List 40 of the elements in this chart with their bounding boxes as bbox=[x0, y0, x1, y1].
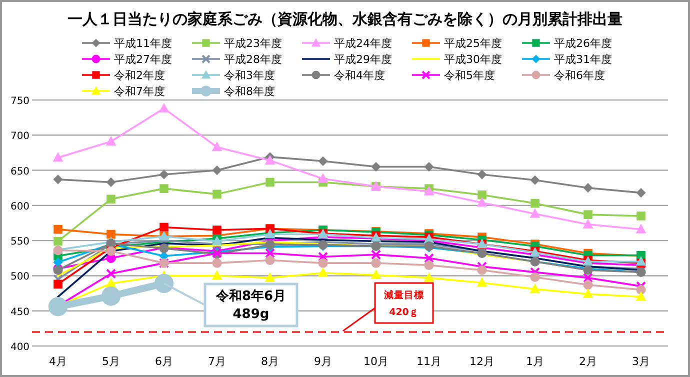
legend-label: 平成11年度 bbox=[114, 37, 172, 50]
x-tick-label: 6月 bbox=[155, 355, 173, 368]
x-tick-label: 5月 bbox=[102, 355, 120, 368]
x-tick-label: 1月 bbox=[526, 355, 544, 368]
x-tick-label: 8月 bbox=[261, 355, 279, 368]
legend-label: 令和5年度 bbox=[444, 69, 495, 82]
chart-title: 一人１日当たりの家庭系ごみ（資源化物、水銀含有ごみを除く）の月別累計排出量 bbox=[68, 10, 622, 28]
x-tick-label: 9月 bbox=[314, 355, 332, 368]
y-tick-label: 600 bbox=[10, 201, 30, 212]
legend-label: 平成27年度 bbox=[114, 53, 172, 66]
x-tick-label: 11月 bbox=[416, 355, 442, 368]
x-tick-label: 3月 bbox=[632, 355, 650, 368]
y-tick-label: 550 bbox=[10, 236, 30, 248]
legend-label: 令和7年度 bbox=[114, 85, 165, 98]
ref-line-label: 減量目標 420ｇ bbox=[383, 289, 424, 318]
legend-label: 令和2年度 bbox=[114, 69, 165, 82]
x-tick-label: 12月 bbox=[470, 355, 494, 368]
legend-label: 平成24年度 bbox=[334, 37, 392, 50]
x-tick-label: 4月 bbox=[49, 355, 67, 368]
legend-label: 令和4年度 bbox=[334, 69, 385, 82]
x-tick-label: 7月 bbox=[208, 355, 226, 368]
y-tick-label: 650 bbox=[10, 166, 30, 178]
legend-label: 平成31年度 bbox=[554, 53, 612, 66]
y-tick-label: 750 bbox=[10, 96, 30, 107]
legend-label: 平成28年度 bbox=[224, 53, 282, 66]
y-tick-label: 400 bbox=[10, 342, 30, 353]
x-tick-label: 2月 bbox=[579, 355, 597, 368]
legend-label: 平成25年度 bbox=[444, 37, 502, 50]
y-tick-label: 450 bbox=[10, 306, 30, 318]
legend-label: 平成23年度 bbox=[224, 37, 282, 50]
legend-label: 令和3年度 bbox=[224, 69, 275, 82]
x-tick-label: 10月 bbox=[364, 355, 388, 368]
y-tick-label: 700 bbox=[10, 131, 30, 142]
legend-label: 令和8年度 bbox=[224, 85, 275, 98]
annotation: 令和8年6月 489g bbox=[214, 288, 286, 322]
legend-label: 平成26年度 bbox=[554, 37, 612, 50]
legend-label: 平成30年度 bbox=[444, 53, 502, 66]
y-tick-label: 500 bbox=[10, 272, 30, 283]
legend-label: 平成29年度 bbox=[334, 53, 392, 66]
legend-label: 令和6年度 bbox=[554, 69, 605, 82]
